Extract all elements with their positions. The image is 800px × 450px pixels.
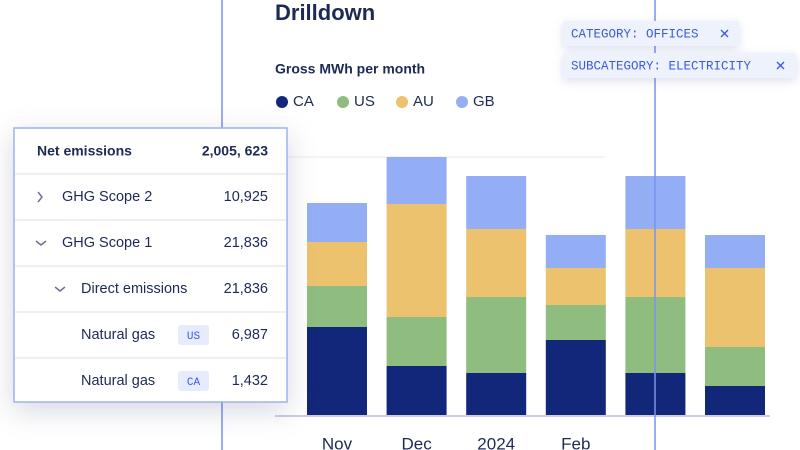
bar-segment xyxy=(386,157,447,204)
bar-segment xyxy=(386,366,447,415)
row-value: 10,925 xyxy=(224,189,268,205)
bar-segment xyxy=(545,305,606,340)
bar-segment xyxy=(545,340,606,415)
x-tick-label: Feb xyxy=(561,434,590,450)
bar-segment xyxy=(545,235,606,268)
x-tick-label: Dec xyxy=(401,434,432,450)
bar-segment xyxy=(545,268,606,305)
row-label: Natural gas xyxy=(81,373,155,389)
legend-swatch xyxy=(456,96,468,108)
bar-segment xyxy=(307,286,367,327)
bars: Nov Dec 2024 Feb xyxy=(307,157,765,450)
bar-segment xyxy=(705,268,765,347)
chevron-down[interactable] xyxy=(35,240,47,246)
tag-label: CA xyxy=(187,377,201,389)
table-panel xyxy=(13,127,288,403)
chip-close[interactable] xyxy=(776,61,785,70)
bar-segment xyxy=(466,297,527,373)
tag-bg xyxy=(178,371,209,391)
chevron-right[interactable] xyxy=(37,191,43,203)
row-value: 1,432 xyxy=(232,373,268,389)
row-value: 21,836 xyxy=(224,235,268,251)
legend-label: CA xyxy=(293,93,314,110)
bar-segment xyxy=(705,347,765,386)
legend-swatch xyxy=(337,96,349,108)
title: Drilldown xyxy=(275,0,375,25)
row-value: 6,987 xyxy=(232,327,268,343)
subtitle: Gross MWh per month xyxy=(275,61,425,77)
row-label: Natural gas xyxy=(81,327,155,343)
bar-segment xyxy=(307,203,367,242)
row-value: 21,836 xyxy=(224,281,268,297)
bar-segment xyxy=(705,235,765,268)
header-label: Net emissions xyxy=(37,143,132,159)
legend-swatch xyxy=(396,96,408,108)
x-tick-label: Nov xyxy=(322,434,353,450)
header-value: 2,005, 623 xyxy=(202,143,268,159)
tag-label: US xyxy=(187,331,201,343)
chip-close[interactable] xyxy=(720,29,729,38)
legend-label: GB xyxy=(473,93,495,110)
table: Net emissions 2,005, 623 GHG Scope 2 10,9… xyxy=(15,143,286,391)
chip-label: CATEGORY: OFFICES xyxy=(571,27,699,41)
bar-segment xyxy=(307,242,367,286)
x-tick-label: 2024 xyxy=(477,434,515,450)
legend-swatch xyxy=(276,96,288,108)
legend-label: US xyxy=(354,93,375,110)
bar-segment xyxy=(307,327,367,415)
filter-chip[interactable]: CATEGORY: OFFICES xyxy=(563,21,739,46)
filter-chip[interactable]: SUBCATEGORY: ELECTRICITY xyxy=(563,53,796,78)
bar-segment xyxy=(466,229,527,297)
bar-segment xyxy=(386,204,447,317)
row-label: GHG Scope 1 xyxy=(62,235,152,251)
bar-segment xyxy=(705,386,765,415)
bar-segment xyxy=(386,317,447,366)
chevron-down[interactable] xyxy=(54,286,66,292)
chip-bg xyxy=(563,21,739,46)
tag-bg xyxy=(178,325,209,345)
legend: CA US AU GB xyxy=(276,93,495,110)
chip-bg xyxy=(563,53,796,78)
row-label: GHG Scope 2 xyxy=(62,189,152,205)
bar-segment xyxy=(466,176,527,229)
row-label: Direct emissions xyxy=(81,281,187,297)
panel-bg xyxy=(13,127,288,403)
chip-label: SUBCATEGORY: ELECTRICITY xyxy=(571,59,752,73)
bar-segment xyxy=(466,373,527,415)
legend-label: AU xyxy=(413,93,434,110)
